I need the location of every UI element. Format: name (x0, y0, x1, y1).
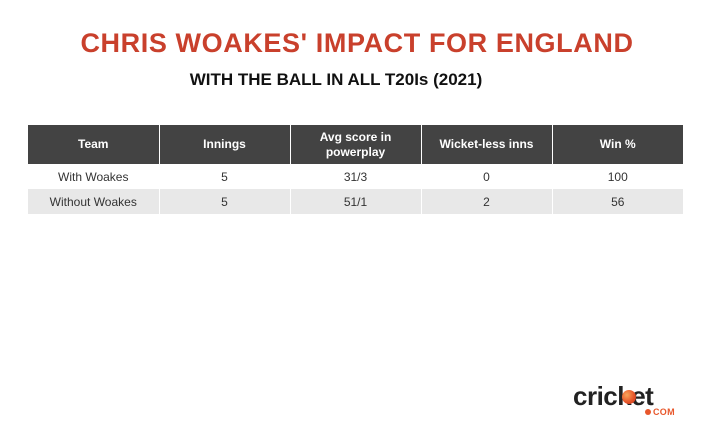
table-row: Without Woakes 5 51/1 2 56 (28, 189, 683, 214)
page-subtitle: WITH THE BALL IN ALL T20Is (2021) (189, 70, 483, 89)
cell-innings: 5 (159, 164, 291, 189)
cell-avg-powerplay: 31/3 (290, 164, 422, 189)
column-header-avg-powerplay: Avg score in powerplay (290, 125, 422, 164)
logo-dotcom: COM (653, 407, 675, 417)
cricket-com-logo: cricket COM (573, 382, 685, 418)
cell-wicketless-inns: 0 (421, 164, 553, 189)
column-header-innings: Innings (159, 125, 291, 164)
column-header-team: Team (28, 125, 160, 164)
cell-innings: 5 (159, 189, 291, 214)
stats-table: Team Innings Avg score in powerplay Wick… (28, 125, 683, 214)
column-header-wicketless-inns: Wicket-less inns (421, 125, 553, 164)
column-header-win-pct: Win % (552, 125, 683, 164)
cell-win-pct: 100 (552, 164, 683, 189)
cricket-ball-icon (622, 390, 636, 404)
cell-team: With Woakes (28, 164, 160, 189)
table-row: With Woakes 5 31/3 0 100 (28, 164, 683, 189)
cell-team: Without Woakes (28, 189, 160, 214)
logo-dot-icon (645, 409, 651, 415)
cell-avg-powerplay: 51/1 (290, 189, 422, 214)
cell-win-pct: 56 (552, 189, 683, 214)
page-title: CHRIS WOAKES' IMPACT FOR ENGLAND (80, 28, 634, 58)
table-header-row: Team Innings Avg score in powerplay Wick… (28, 125, 683, 164)
cell-wicketless-inns: 2 (421, 189, 553, 214)
logo-wordmark: cricket (573, 381, 654, 411)
